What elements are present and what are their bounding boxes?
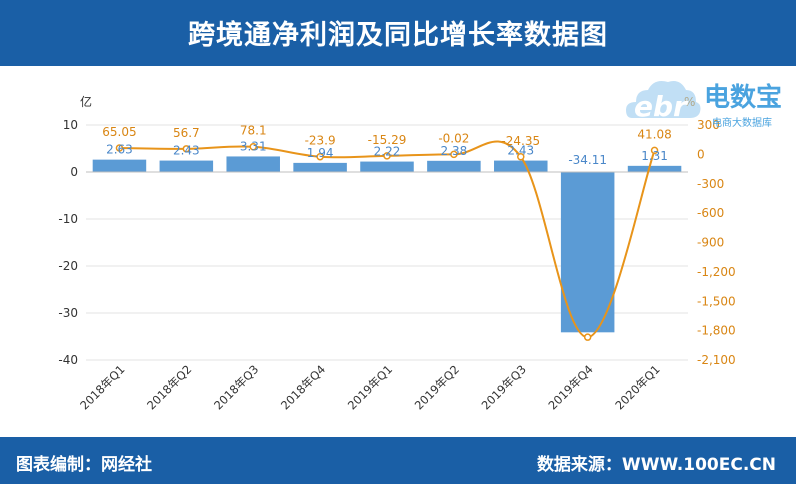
left-axis: 亿10 0 -10 -20 -30 -40: [58, 94, 92, 367]
right-tick-label: -300: [697, 177, 724, 191]
left-tick-label: 0: [70, 165, 78, 179]
line-point: [316, 152, 324, 161]
bar: [494, 160, 548, 172]
left-axis-unit: 亿: [80, 94, 92, 109]
x-tick-label: 2019年Q2: [412, 362, 462, 412]
bar: [627, 165, 682, 172]
bar-series: [92, 156, 682, 333]
logo-mark: ebr: [634, 90, 689, 123]
left-tick-label: -20: [58, 259, 78, 273]
left-tick-label: -40: [58, 353, 78, 367]
line-point: [517, 153, 525, 161]
x-tick-label: 2018年Q3: [211, 362, 261, 412]
line-value-label: 78.1: [240, 124, 267, 138]
bar: [427, 160, 481, 172]
bar-value-label: 2.43: [173, 144, 200, 158]
line-point: [383, 152, 391, 160]
left-tick-label: -30: [58, 306, 78, 320]
bar-value-label: 2.63: [106, 143, 133, 157]
bar-value-label: 2.43: [507, 144, 534, 158]
line-value-label: -23.9: [305, 134, 336, 148]
bar-value-label: 2.38: [441, 144, 468, 158]
x-tick-label: 2018年Q2: [144, 362, 194, 412]
right-tick-label: -900: [697, 236, 724, 250]
bar: [159, 160, 214, 172]
x-tick-label: 2018年Q1: [77, 362, 127, 412]
right-tick-label: -2,100: [697, 353, 736, 367]
brand-logo: ebr 电数宝 电商大数据库: [624, 70, 794, 140]
x-axis: 2018年Q1 2018年Q2 2018年Q3 2018年Q4 2019年Q1 2019年…: [77, 362, 662, 412]
right-tick-label: 300: [697, 118, 720, 132]
bar: [226, 156, 280, 172]
cloud-icon: [626, 81, 701, 118]
right-tick-label: -1,500: [697, 294, 736, 308]
line-value-label: 65.05: [102, 125, 136, 139]
bar-value-label: 3.31: [240, 139, 267, 153]
line-series: [115, 140, 659, 341]
line-value-label: -0.02: [438, 131, 469, 145]
x-tick-label: 2019年Q1: [345, 362, 395, 412]
line-point: [182, 145, 191, 153]
line-value-label: -15.29: [368, 133, 407, 147]
line-point: [650, 146, 659, 155]
line-point: [249, 142, 257, 151]
left-tick-label: 10: [63, 118, 78, 132]
line-point: [115, 144, 124, 152]
footer-bar: 图表编制：网经社 数据来源：WWW.100EC.CN: [0, 437, 796, 484]
bar-value-label: 1.94: [307, 146, 334, 160]
bar: [360, 161, 414, 172]
bar-value-label: 2.22: [374, 145, 401, 159]
x-tick-label: 2020年Q1: [612, 362, 662, 412]
bar: [560, 172, 615, 333]
line-value-label: -24.35: [501, 134, 540, 148]
line-value-label: 41.08: [637, 127, 671, 141]
x-tick-label: 2019年Q3: [479, 362, 529, 412]
right-tick-label: 0: [697, 147, 705, 161]
title-banner: 跨境通净利润及同比增长率数据图: [0, 0, 796, 66]
logo-name: 电数宝: [704, 82, 782, 113]
bar-value-label: 1.31: [641, 149, 668, 163]
chart-credit: 图表编制：网经社: [16, 455, 152, 475]
data-source: 数据来源：WWW.100EC.CN: [536, 455, 776, 475]
right-tick-label: -1,800: [697, 324, 736, 338]
line-value-label: 56.7: [173, 126, 200, 140]
bar-value-label: -34.11: [568, 153, 607, 167]
left-tick-label: -10: [58, 212, 78, 226]
bar: [293, 162, 347, 172]
line-point: [450, 150, 458, 159]
bar: [92, 159, 147, 172]
line-point: [583, 333, 592, 341]
right-tick-label: -600: [697, 206, 724, 220]
x-tick-label: 2019年Q4: [545, 362, 595, 412]
page-title: 跨境通净利润及同比增长率数据图: [188, 20, 608, 51]
logo-tagline: 电商大数据库: [712, 116, 772, 129]
x-tick-label: 2018年Q4: [278, 362, 328, 412]
right-tick-label: -1,200: [697, 265, 736, 279]
data-labels: 2.63 2.43 3.31 1.94 2.22 2.38 2.43 -34.11 1.31 65…: [102, 124, 671, 167]
